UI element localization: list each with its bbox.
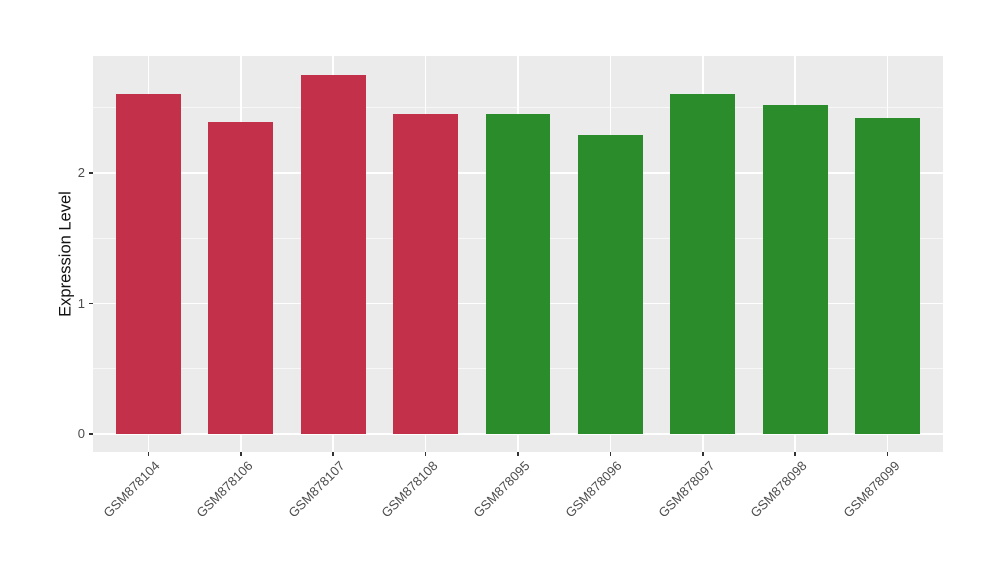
x-tick-label-GSM878099: GSM878099	[839, 458, 903, 521]
x-tick-mark-GSM878107	[332, 452, 334, 456]
x-tick-label-GSM878096: GSM878096	[562, 458, 626, 521]
y-tick-mark-0	[89, 433, 93, 435]
x-tick-label-GSM878097: GSM878097	[655, 458, 718, 521]
x-tick-mark-GSM878104	[147, 452, 150, 456]
bar-GSM878097	[670, 93, 736, 434]
bar-GSM878104	[116, 93, 181, 434]
x-tick-label-GSM878106: GSM878106	[193, 458, 256, 521]
x-tick-label-GSM878108: GSM878108	[377, 458, 441, 521]
x-tick-mark-GSM878099	[886, 452, 889, 456]
x-tick-label-GSM878098: GSM878098	[747, 458, 810, 521]
bar-GSM878106	[208, 122, 274, 434]
y-tick-mark-1	[89, 302, 93, 305]
x-tick-label-GSM878107: GSM878107	[285, 458, 348, 521]
bar-GSM878108	[393, 114, 458, 434]
x-tick-label-GSM878095: GSM878095	[470, 458, 533, 521]
bar-GSM878107	[300, 75, 366, 434]
x-tick-mark-GSM878098	[794, 452, 796, 456]
x-tick-mark-GSM878108	[424, 452, 427, 456]
y-tick-mark-2	[89, 172, 93, 174]
bar-GSM878098	[762, 105, 828, 434]
x-tick-mark-GSM878096	[609, 452, 612, 456]
y-tick-label-0: 0	[77, 426, 85, 441]
bar-GSM878095	[485, 114, 551, 434]
x-tick-mark-GSM878095	[517, 452, 519, 456]
x-tick-mark-GSM878106	[240, 452, 242, 456]
bar-GSM878099	[855, 118, 920, 434]
x-tick-label-GSM878104: GSM878104	[100, 458, 164, 521]
plot-panel	[93, 56, 943, 452]
x-tick-mark-GSM878097	[702, 452, 704, 456]
y-tick-label-2: 2	[77, 165, 85, 181]
bar-GSM878096	[578, 135, 643, 434]
y-tick-label-1: 1	[77, 295, 85, 311]
